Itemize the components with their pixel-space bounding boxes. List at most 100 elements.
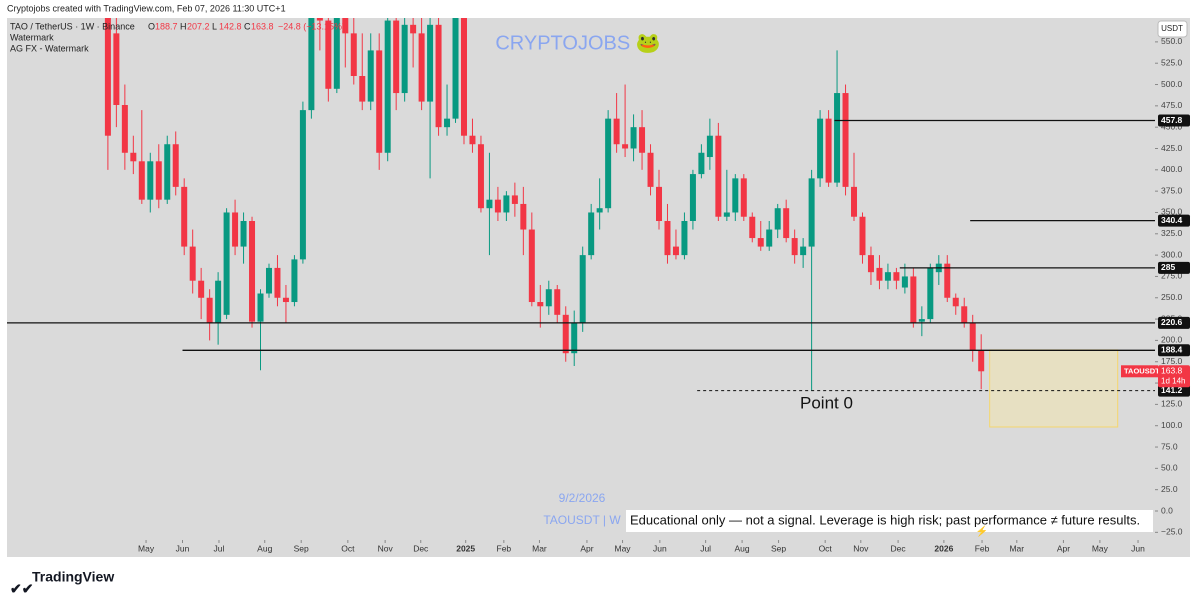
x-tick-label: May: [615, 543, 632, 553]
level-label: 141.2: [1161, 385, 1183, 395]
x-tick-label: Jun: [1131, 543, 1145, 553]
candle-body: [851, 186, 858, 217]
plot-background: [7, 18, 1190, 557]
candle-body: [944, 263, 951, 298]
y-tick-label: 125.0: [1161, 399, 1183, 409]
level-label: 220.6: [1161, 317, 1183, 327]
candle-body: [706, 135, 713, 158]
candle-body: [588, 212, 595, 256]
y-tick-label: 50.0: [1161, 463, 1178, 473]
y-tick-label: 475.0: [1161, 100, 1183, 110]
y-tick-label: 100.0: [1161, 420, 1183, 430]
candle-body: [181, 186, 188, 247]
candle-body: [656, 186, 663, 221]
y-tick-label: 425.0: [1161, 143, 1183, 153]
watermark: CRYPTOJOBS 🐸: [495, 32, 660, 54]
candle-body: [766, 229, 773, 247]
candle-body: [622, 144, 629, 149]
y-tick-label: 75.0: [1161, 441, 1178, 451]
candle-body: [978, 350, 985, 372]
candle-body: [732, 178, 739, 213]
candle-body: [613, 118, 620, 145]
candle-body: [215, 280, 222, 324]
candle-body: [808, 178, 815, 247]
level-label: 188.4: [1161, 345, 1183, 355]
x-tick-label: 2026: [934, 543, 953, 553]
y-tick-label: 525.0: [1161, 57, 1183, 67]
x-tick-label: Aug: [735, 543, 750, 553]
candle-body: [969, 323, 976, 351]
candle-body: [537, 302, 544, 307]
x-tick-label: May: [138, 543, 155, 553]
candle-body: [469, 135, 476, 145]
legend-value: 188.7: [155, 21, 178, 31]
symbol: TAO / TetherUS · 1W · Binance: [10, 21, 135, 31]
candle-body: [554, 289, 561, 315]
disclaimer: Educational only — not a signal. Leverag…: [630, 512, 1140, 527]
candle-body: [825, 118, 832, 183]
candle-body: [198, 280, 205, 298]
x-tick-label: Apr: [1057, 543, 1070, 553]
candle-body: [910, 276, 917, 324]
candle-body: [698, 152, 705, 175]
level-label: 340.4: [1161, 215, 1183, 225]
x-tick-label: Nov: [378, 543, 394, 553]
candle-body: [867, 255, 874, 273]
brand: TradingView: [32, 569, 114, 585]
x-tick-label: Dec: [413, 543, 429, 553]
x-tick-label: Jun: [653, 543, 667, 553]
candle-body: [511, 195, 518, 204]
candle-body: [494, 199, 501, 213]
candle-body: [740, 178, 747, 217]
candle-body: [859, 216, 866, 256]
y-tick-label: 500.0: [1161, 79, 1183, 89]
x-tick-label: 2025: [456, 543, 475, 553]
candle-body: [189, 246, 196, 281]
candle-body: [630, 127, 637, 149]
candle-body: [172, 144, 179, 187]
candle-body: [342, 18, 349, 34]
candle-body: [444, 118, 451, 128]
currency-box: [1157, 20, 1188, 38]
candle-body: [147, 161, 154, 200]
candle-body: [571, 323, 578, 354]
level-tag: [1158, 344, 1190, 357]
candle-body: [291, 259, 298, 303]
candle-body: [672, 246, 679, 256]
candle-body: [164, 144, 171, 200]
candle-body: [689, 174, 696, 221]
currency: USDT: [1161, 24, 1183, 33]
candle-body: [401, 24, 408, 94]
candle-body: [605, 118, 612, 209]
candle-body: [647, 152, 654, 187]
candle-body: [774, 208, 781, 230]
x-tick-label: Feb: [497, 543, 512, 553]
level-tag: [1158, 384, 1190, 397]
level-tag: [1158, 214, 1190, 227]
candle-body: [104, 18, 111, 136]
candle-body: [138, 161, 145, 200]
candle-body: [528, 229, 535, 303]
candle-body: [257, 293, 264, 322]
indicator: AG FX - Watermark: [10, 43, 89, 53]
level-label: 457.8: [1161, 115, 1183, 125]
disclaimer-box: [626, 510, 1153, 532]
candle-body: [418, 33, 425, 102]
candle-body: [325, 20, 332, 89]
level-tag: [1158, 261, 1190, 274]
alert-icon: ⚡: [976, 525, 988, 538]
candle-body: [791, 238, 798, 256]
candle-body: [749, 216, 756, 239]
candle-body: [376, 50, 383, 153]
candle-body: [367, 50, 374, 102]
candle-body: [715, 135, 722, 217]
candle-body: [359, 76, 366, 102]
y-tick-label: 400.0: [1161, 164, 1183, 174]
x-tick-label: Jun: [176, 543, 190, 553]
brand: ✔✔: [10, 581, 33, 597]
x-tick-label: Sep: [771, 543, 786, 553]
y-tick-label: 375.0: [1161, 185, 1183, 195]
y-tick-label: 250.0: [1161, 292, 1183, 302]
candle-body: [249, 221, 256, 322]
